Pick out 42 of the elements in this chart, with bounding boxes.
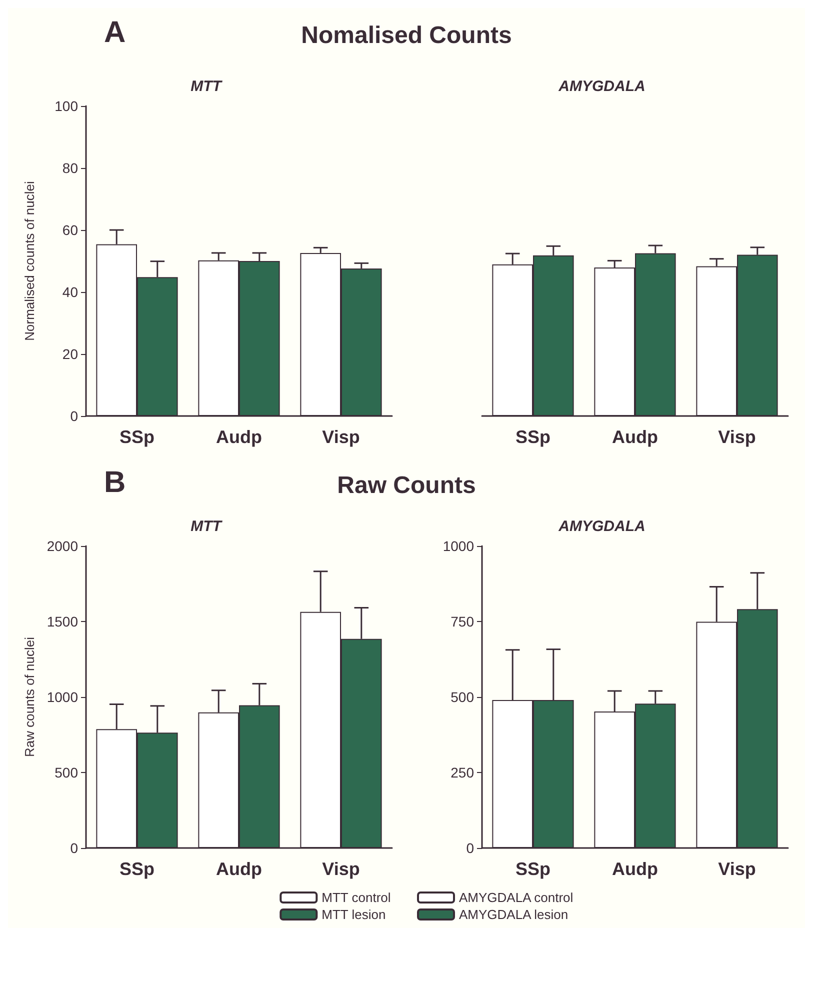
x-tick-label: Visp [718, 427, 756, 447]
text: A [104, 16, 126, 50]
x-tick-label: Audp [612, 427, 658, 447]
y-tick-label: 40 [62, 284, 78, 300]
chart-title: Nomalised Counts [301, 22, 512, 49]
chart-subtitle: AMYGDALA [558, 78, 646, 95]
legend-label: MTT control [322, 890, 391, 905]
text: B [104, 466, 126, 500]
chart-title: Raw Counts [337, 472, 476, 499]
y-tick-label: 500 [450, 689, 474, 705]
y-tick-label: 750 [450, 614, 474, 630]
x-tick-label: SSp [119, 859, 155, 879]
y-tick-label: 0 [70, 408, 78, 424]
x-tick-label: SSp [515, 427, 551, 447]
y-tick-label: 1000 [46, 689, 78, 705]
y-tick-label: 20 [62, 346, 78, 362]
x-tick-label: Visp [322, 427, 360, 447]
y-tick-label: 80 [62, 160, 78, 176]
x-tick-label: SSp [119, 427, 155, 447]
chart-subtitle: AMYGDALA [558, 518, 646, 535]
y-tick-label: 100 [54, 98, 78, 114]
x-tick-label: Audp [216, 427, 262, 447]
chart-subtitle: MTT [190, 518, 224, 535]
x-tick-label: Visp [322, 859, 360, 879]
x-tick-label: SSp [515, 859, 551, 879]
y-tick-label: 1500 [46, 614, 78, 630]
y-tick-label: 250 [450, 764, 474, 780]
y-axis-title: Normalised counts of nuclei [22, 181, 37, 341]
chart-subtitle: MTT [190, 78, 224, 95]
y-axis-title: Raw counts of nuclei [22, 636, 37, 757]
y-tick-label: 60 [62, 222, 78, 238]
x-tick-label: Visp [718, 859, 756, 879]
legend-label: AMYGDALA lesion [459, 907, 568, 922]
y-tick-label: 0 [70, 840, 78, 856]
y-tick-label: 1000 [442, 538, 474, 554]
x-tick-label: Audp [216, 859, 262, 879]
legend-label: AMYGDALA control [459, 890, 574, 905]
y-tick-label: 0 [466, 840, 474, 856]
x-tick-label: Audp [612, 859, 658, 879]
legend-label: MTT lesion [322, 907, 386, 922]
y-tick-label: 2000 [46, 538, 78, 554]
y-tick-label: 500 [54, 764, 78, 780]
